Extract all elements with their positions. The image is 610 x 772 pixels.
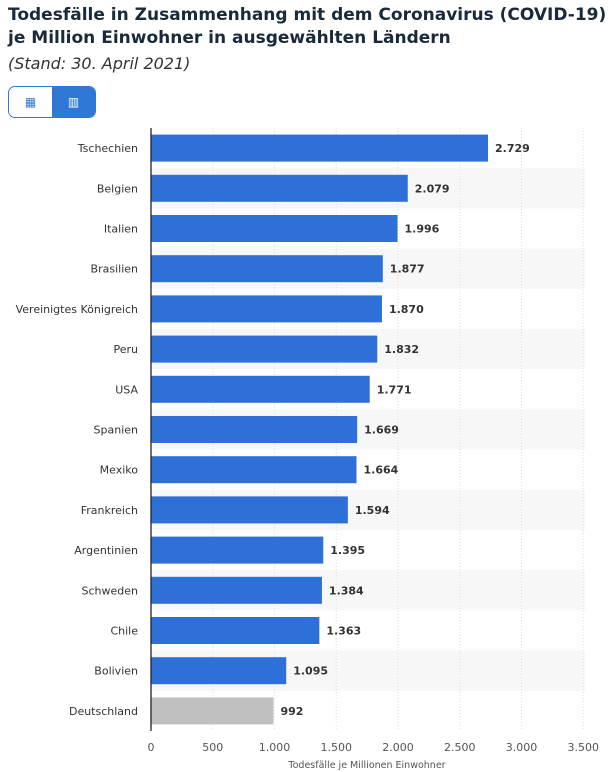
value-label: 1.669 — [364, 424, 399, 437]
value-label: 1.771 — [377, 383, 412, 396]
bar — [151, 456, 357, 484]
x-tick-label: 3.500 — [568, 741, 600, 754]
bar — [151, 617, 320, 644]
x-tick-label: 2.000 — [382, 741, 414, 754]
chart-title: Todesfälle in Zusammenhang mit dem Coron… — [8, 5, 607, 48]
x-tick-label: 2.500 — [444, 741, 476, 754]
x-tick-label: 500 — [202, 741, 223, 754]
value-label: 1.384 — [329, 584, 364, 597]
value-label: 1.664 — [364, 464, 399, 477]
category-label: Mexiko — [100, 464, 139, 477]
category-label: USA — [115, 383, 138, 396]
category-label: Vereinigtes Königreich — [16, 303, 138, 316]
bar — [151, 697, 274, 725]
bar — [151, 215, 398, 242]
bar — [151, 657, 287, 685]
bar — [151, 375, 370, 403]
chart-view-button[interactable]: ▥ — [52, 87, 95, 117]
category-label: Belgien — [97, 182, 138, 195]
x-tick-label: 1.500 — [321, 741, 353, 754]
bar — [151, 174, 408, 202]
category-label: Chile — [110, 625, 138, 638]
bar — [151, 576, 322, 604]
bar — [151, 496, 348, 524]
x-tick-label: 3.000 — [506, 741, 538, 754]
category-label: Bolivien — [94, 665, 138, 678]
bar — [151, 255, 383, 283]
x-tick-label: 0 — [148, 741, 155, 754]
value-label: 1.832 — [384, 343, 419, 356]
value-label: 1.363 — [326, 625, 361, 638]
value-label: 1.996 — [405, 223, 440, 236]
category-label: Peru — [113, 343, 138, 356]
value-label: 1.395 — [330, 544, 365, 557]
value-label: 1.095 — [293, 665, 328, 678]
category-label: Deutschland — [69, 705, 138, 718]
bar — [151, 295, 382, 323]
category-label: Tschechien — [77, 142, 138, 155]
value-label: 1.877 — [390, 263, 425, 276]
category-label: Brasilien — [91, 263, 138, 276]
view-toggle: ▦ ▥ — [8, 86, 96, 118]
category-label: Frankreich — [81, 504, 138, 517]
chart-subtitle: (Stand: 30. April 2021) — [8, 54, 191, 73]
category-label: Schweden — [82, 584, 139, 597]
bar — [151, 134, 489, 162]
value-label: 2.079 — [415, 182, 450, 195]
value-label: 1.594 — [355, 504, 390, 517]
category-label: Spanien — [94, 424, 139, 437]
x-axis-label: Todesfälle je Millionen Einwohner — [287, 760, 445, 771]
category-label: Argentinien — [74, 544, 138, 557]
bar-chart-icon: ▥ — [67, 95, 80, 109]
value-label: 1.870 — [389, 303, 424, 316]
bar — [151, 416, 358, 443]
table-view-button[interactable]: ▦ — [9, 87, 52, 117]
table-icon: ▦ — [24, 95, 37, 109]
bar — [151, 536, 324, 564]
bar — [151, 335, 378, 363]
value-label: 992 — [281, 705, 304, 718]
category-label: Italien — [104, 223, 138, 236]
x-tick-label: 1.000 — [259, 741, 291, 754]
value-label: 2.729 — [495, 142, 530, 155]
